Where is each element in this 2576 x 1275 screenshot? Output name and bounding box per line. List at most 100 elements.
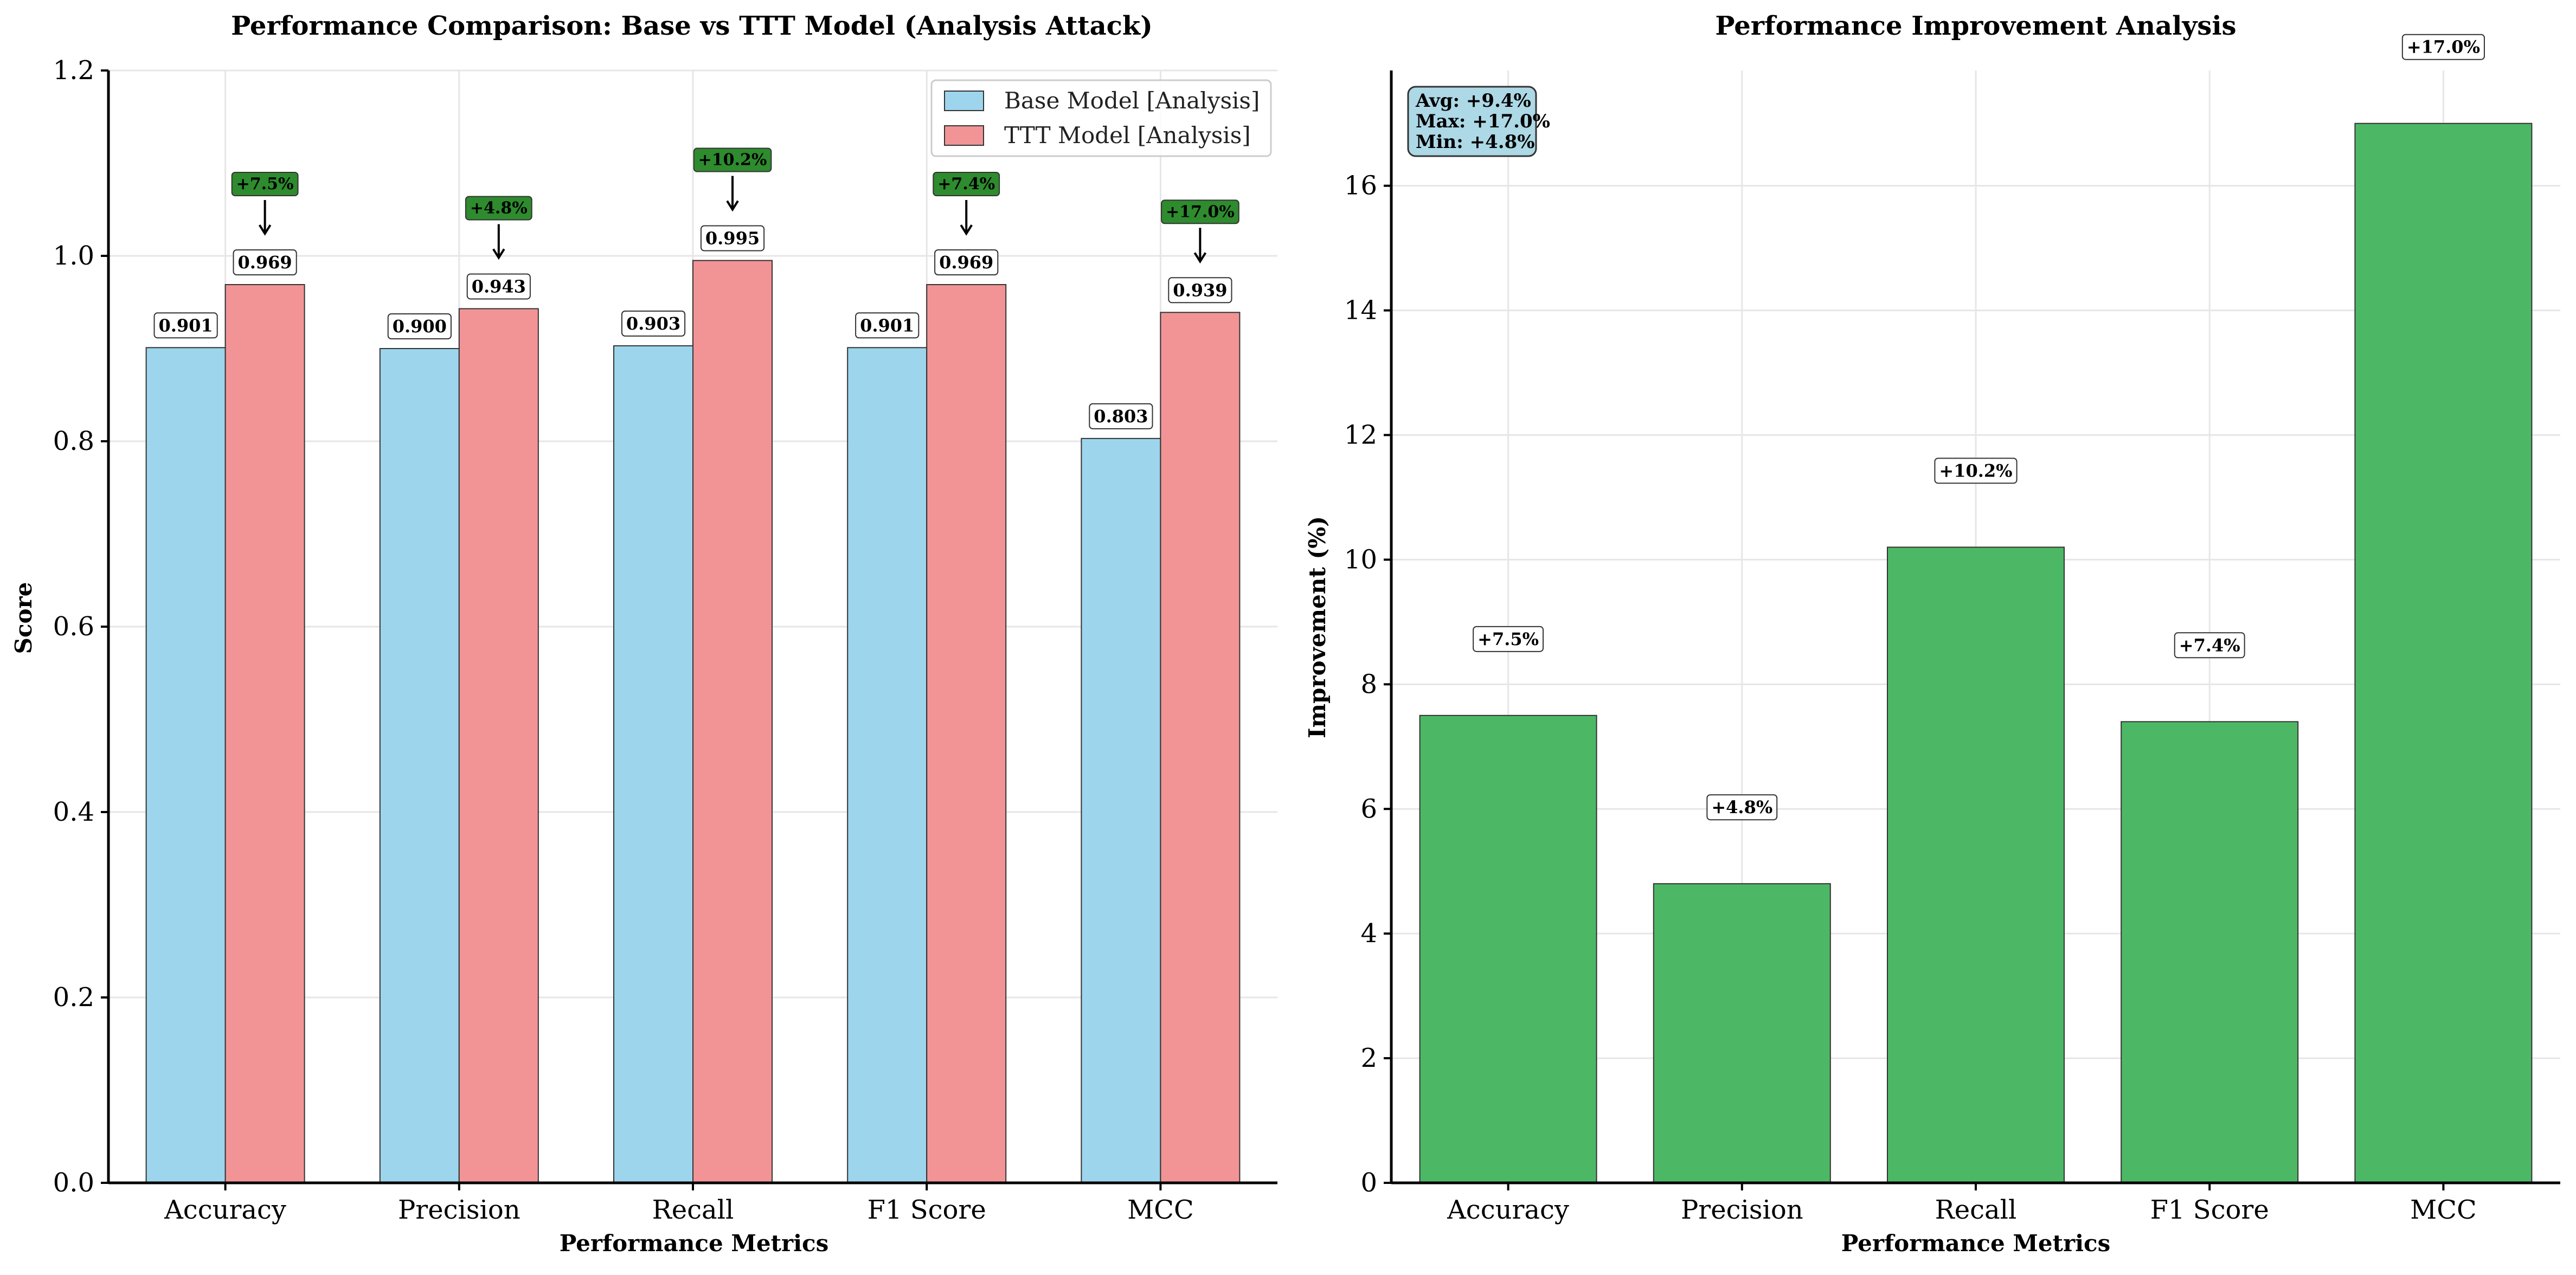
base-value-label-accuracy-text: 0.901 bbox=[158, 315, 213, 336]
ttt-value-label-mcc-text: 0.939 bbox=[1173, 280, 1227, 300]
ttt-value-label-precision: 0.943 bbox=[466, 273, 531, 300]
improvement-annotation-recall-text: +10.2% bbox=[698, 151, 767, 170]
ttt-value-label-f1-score: 0.969 bbox=[934, 249, 999, 276]
improvement-y-tick-label-5: 10 bbox=[1344, 544, 1377, 575]
base-value-label-recall: 0.903 bbox=[621, 310, 686, 337]
improvement-annotation-f1-score: +7.4% bbox=[933, 172, 1000, 197]
improvement-value-label-mcc: +17.0% bbox=[2401, 34, 2485, 60]
comparison-chart: Performance Comparison: Base vs TTT Mode… bbox=[10, 11, 1277, 1257]
ttt-value-label-recall-box bbox=[700, 225, 765, 252]
improvement-bar-f1-score bbox=[2121, 721, 2299, 1183]
comparison-y-tick-label-4: 0.8 bbox=[53, 426, 94, 456]
improvement-y-tick-label-6: 12 bbox=[1344, 420, 1377, 450]
comparison-x-tick-label-mcc: MCC bbox=[1127, 1195, 1194, 1225]
base-value-label-precision-text: 0.900 bbox=[393, 316, 447, 337]
improvement-annotation-accuracy-text: +7.5% bbox=[236, 175, 294, 194]
improvement-arrow-head-accuracy bbox=[258, 224, 272, 236]
stats-minimum: Min: +4.8% bbox=[1416, 131, 1535, 153]
base-value-label-mcc-box bbox=[1089, 403, 1153, 429]
improvement-chart-annotations: +7.5% +4.8% +10.2% +7.4% +17.0% bbox=[1473, 34, 2485, 821]
improvement-value-label-accuracy-box bbox=[1473, 626, 1544, 652]
improvement-value-label-accuracy: +7.5% bbox=[1473, 626, 1544, 652]
ttt-bar-mcc bbox=[1160, 312, 1241, 1183]
improvement-annotation-precision: +4.8% bbox=[465, 196, 532, 221]
improvement-value-label-f1-score: +7.4% bbox=[2174, 632, 2245, 659]
base-value-label-f1-score-box bbox=[855, 312, 920, 339]
improvement-annotation-recall-box bbox=[693, 147, 772, 172]
legend-label-ttt-model: TTT Model [Analysis] bbox=[1004, 122, 1251, 149]
improvement-chart-axes: 0 2 4 6 8 10 12 14 16 Accuracy Precision Recall F1 S… bbox=[1344, 70, 2560, 1225]
stats-average: Avg: +9.4% bbox=[1415, 90, 1531, 112]
base-bar-recall bbox=[613, 345, 693, 1183]
legend-swatch-base-model bbox=[944, 91, 984, 111]
improvement-y-tick-label-8: 16 bbox=[1344, 171, 1377, 201]
base-value-label-f1-score: 0.901 bbox=[855, 312, 920, 339]
stats-box-frame bbox=[1407, 86, 1537, 157]
base-value-label-accuracy-box bbox=[153, 312, 218, 339]
improvement-y-tick-label-1: 2 bbox=[1360, 1043, 1377, 1073]
improvement-value-label-recall-box bbox=[1934, 458, 2018, 484]
ttt-value-label-mcc: 0.939 bbox=[1168, 277, 1232, 304]
improvement-value-label-recall: +10.2% bbox=[1934, 458, 2018, 484]
legend-label-base-model: Base Model [Analysis] bbox=[1004, 87, 1260, 114]
base-bar-accuracy bbox=[145, 347, 226, 1183]
comparison-chart-y-axis-label: Score bbox=[10, 582, 37, 654]
improvement-chart-title: Performance Improvement Analysis bbox=[1715, 11, 2236, 41]
comparison-y-tick-label-3: 0.6 bbox=[53, 611, 94, 642]
comparison-y-tick-label-2: 0.4 bbox=[53, 797, 94, 827]
ttt-value-label-accuracy-box bbox=[233, 249, 297, 276]
base-value-label-recall-text: 0.903 bbox=[626, 313, 680, 334]
improvement-x-tick-label-accuracy: Accuracy bbox=[1447, 1195, 1569, 1225]
comparison-x-tick-label-f1-score: F1 Score bbox=[868, 1195, 986, 1225]
comparison-chart-annotations: 0.901 0.969 +7.5% 0.900 0.943 +4.8% 0.903 0.995… bbox=[153, 147, 1239, 429]
base-value-label-recall-box bbox=[621, 310, 686, 337]
stats-maximum: Max: +17.0% bbox=[1416, 111, 1550, 132]
improvement-annotation-mcc-box bbox=[1161, 199, 1239, 224]
improvement-value-label-precision: +4.8% bbox=[1706, 794, 1778, 821]
comparison-y-tick-label-5: 1.0 bbox=[53, 241, 94, 271]
ttt-value-label-f1-score-box bbox=[934, 249, 999, 276]
improvement-value-label-f1-score-text: +7.4% bbox=[2179, 635, 2240, 655]
improvement-bar-mcc bbox=[2354, 123, 2533, 1184]
ttt-value-label-recall-text: 0.995 bbox=[705, 228, 760, 249]
improvement-chart-bars bbox=[1419, 123, 2533, 1184]
comparison-chart-legend: Base Model [Analysis] TTT Model [Analysi… bbox=[930, 79, 1272, 157]
ttt-bar-recall bbox=[692, 260, 773, 1183]
improvement-value-label-precision-text: +4.8% bbox=[1711, 797, 1772, 817]
improvement-annotation-f1-score-box bbox=[933, 172, 1000, 197]
improvement-y-tick-label-7: 14 bbox=[1344, 295, 1377, 326]
legend-frame bbox=[930, 79, 1272, 157]
ttt-value-label-precision-text: 0.943 bbox=[472, 276, 526, 297]
improvement-value-label-f1-score-box bbox=[2174, 632, 2245, 659]
improvement-annotation-precision-box bbox=[465, 196, 532, 221]
improvement-annotation-accuracy-box bbox=[231, 172, 299, 197]
base-value-label-mcc-text: 0.803 bbox=[1094, 406, 1148, 427]
improvement-y-tick-label-3: 6 bbox=[1360, 794, 1377, 824]
improvement-annotation-recall: +10.2% bbox=[693, 147, 772, 172]
improvement-chart-y-axis-label: Improvement (%) bbox=[1304, 516, 1331, 738]
improvement-bar-accuracy bbox=[1419, 714, 1597, 1184]
ttt-bar-accuracy bbox=[224, 284, 305, 1183]
improvement-x-tick-label-mcc: MCC bbox=[2410, 1195, 2477, 1225]
ttt-value-label-recall: 0.995 bbox=[700, 225, 765, 252]
comparison-x-tick-label-recall: Recall bbox=[652, 1195, 734, 1225]
improvement-x-tick-label-precision: Precision bbox=[1681, 1195, 1803, 1225]
base-value-label-mcc: 0.803 bbox=[1089, 403, 1153, 429]
improvement-arrow-head-f1-score bbox=[960, 224, 973, 236]
improvement-bar-recall bbox=[1887, 546, 2065, 1183]
improvement-stats-box: Avg: +9.4% Max: +17.0% Min: +4.8% bbox=[1407, 86, 1550, 157]
improvement-value-label-precision-box bbox=[1706, 794, 1778, 821]
base-value-label-precision-box bbox=[387, 313, 452, 339]
comparison-chart-x-axis-label: Performance Metrics bbox=[560, 1230, 829, 1257]
comparison-chart-axes: 0.0 0.2 0.4 0.6 0.8 1.0 1.2 Accuracy Precision Re… bbox=[53, 55, 1277, 1225]
improvement-y-tick-label-0: 0 bbox=[1360, 1168, 1377, 1198]
comparison-y-tick-label-1: 0.2 bbox=[53, 982, 94, 1013]
base-value-label-accuracy: 0.901 bbox=[153, 312, 218, 339]
comparison-chart-title: Performance Comparison: Base vs TTT Mode… bbox=[231, 11, 1153, 41]
base-value-label-f1-score-text: 0.901 bbox=[860, 315, 914, 336]
improvement-bar-precision bbox=[1653, 883, 1831, 1183]
ttt-value-label-mcc-box bbox=[1168, 277, 1232, 304]
improvement-arrow-head-recall bbox=[726, 200, 739, 212]
improvement-annotation-precision-text: +4.8% bbox=[470, 198, 528, 217]
